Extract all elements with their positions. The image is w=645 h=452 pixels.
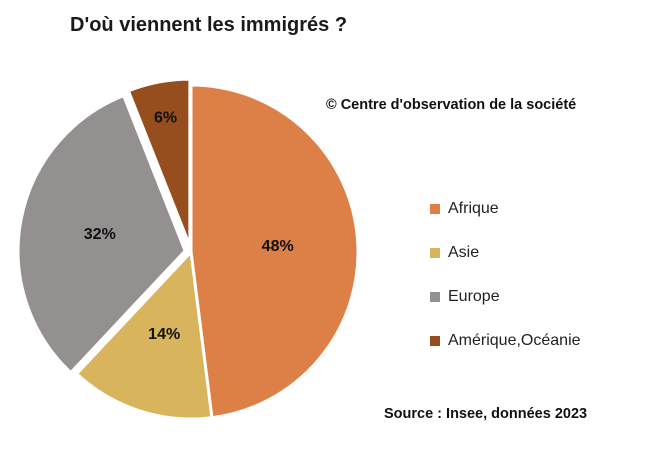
- legend-swatch-afrique: [430, 204, 440, 214]
- legend-label-europe: Europe: [448, 288, 500, 305]
- pie-slice-asie: [75, 250, 214, 421]
- legend-item-asie: Asie: [430, 242, 581, 264]
- legend-item-europe: Europe: [430, 286, 581, 308]
- pie-slice-afrique: [189, 83, 360, 420]
- legend-swatch-europe: [430, 292, 440, 302]
- legend: Afrique Asie Europe Amérique,Océanie: [430, 198, 581, 374]
- legend-item-afrique: Afrique: [430, 198, 581, 220]
- pie-slice-europe: [16, 94, 187, 375]
- chart-title: D'où viennent les immigrés ?: [70, 14, 348, 36]
- legend-swatch-amerique-oceanie: [430, 336, 440, 346]
- pie-label-europe: 32%: [84, 226, 116, 243]
- legend-item-amerique-oceanie: Amérique,Océanie: [430, 330, 581, 352]
- pie-label-afrique: 48%: [262, 238, 294, 255]
- legend-swatch-asie: [430, 248, 440, 258]
- pie-label-amerique-oceanie: 6%: [154, 110, 177, 127]
- legend-label-amerique-oceanie: Amérique,Océanie: [448, 332, 581, 349]
- source-note: Source : Insee, données 2023: [384, 406, 588, 422]
- pie-label-asie: 14%: [148, 326, 180, 343]
- copyright-notice: © Centre d'observation de la société: [326, 97, 577, 113]
- legend-label-asie: Asie: [448, 244, 480, 261]
- legend-label-afrique: Afrique: [448, 200, 499, 217]
- pie-slice-amerique-oceanie: [126, 77, 192, 248]
